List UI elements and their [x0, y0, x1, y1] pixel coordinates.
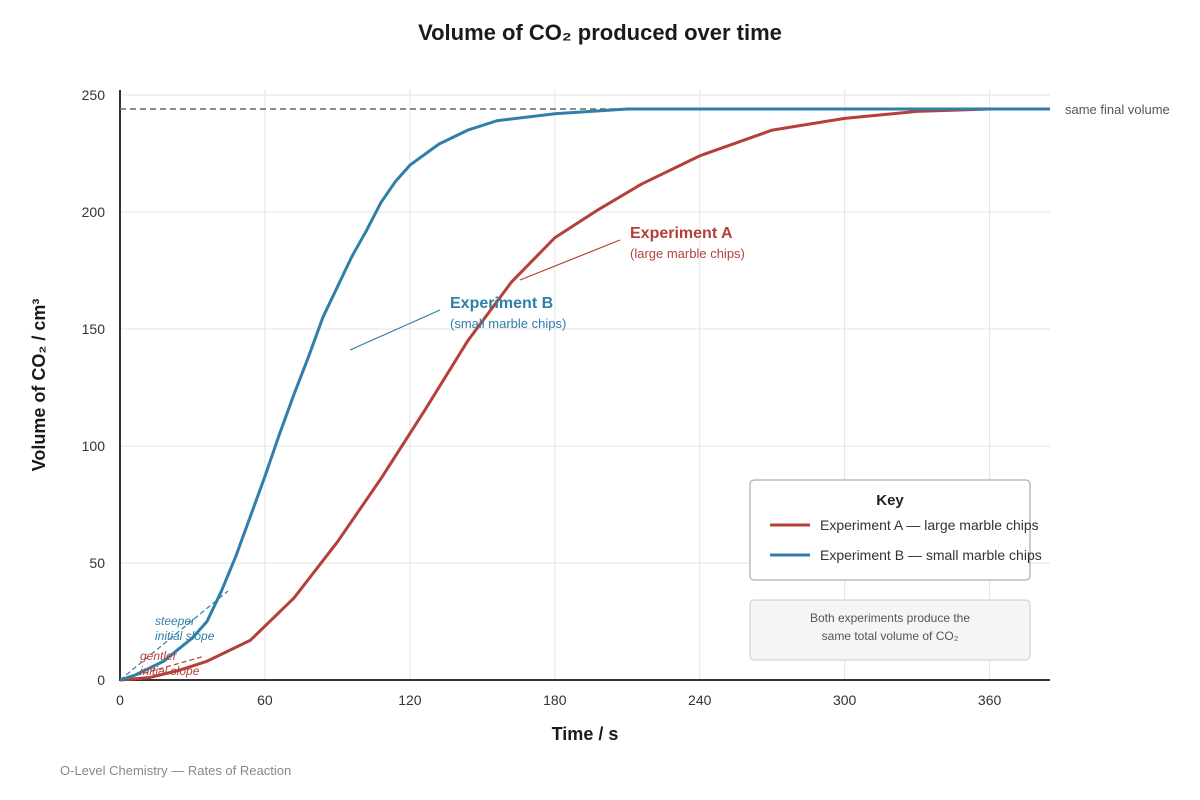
grid	[119, 90, 1050, 681]
experiment-b-label: Experiment B	[450, 295, 553, 312]
note-box: Both experiments produce the same total …	[749, 599, 1031, 661]
series-lines	[119, 107, 1050, 682]
x-tick-label: 300	[833, 692, 857, 708]
x-tick-label: 360	[978, 692, 1002, 708]
steeper-slope-tangent	[119, 590, 229, 681]
gentler-slope-tangent	[119, 655, 206, 681]
experiment-b-line	[119, 107, 1050, 682]
x-tick-labels: 0 60 120 180 240 300 360	[116, 692, 1001, 708]
y-tick-label: 100	[82, 438, 106, 454]
x-tick-label: 0	[116, 692, 124, 708]
note-box-background	[749, 599, 1031, 661]
note-line1: Both experiments produce the	[810, 611, 970, 625]
x-tick-label: 60	[257, 692, 273, 708]
gentler-annotation-line2: initial slope	[140, 664, 200, 678]
y-tick-label: 200	[82, 204, 106, 220]
y-tick-label: 50	[89, 555, 105, 571]
experiment-a-callout-line	[519, 239, 621, 281]
steeper-annotation-line2: initial slope	[155, 629, 215, 643]
y-tick-label: 250	[82, 87, 106, 103]
x-tick-label: 120	[398, 692, 422, 708]
legend: Key Experiment A — large marble chips Ex…	[749, 479, 1042, 581]
note-line2: same total volume of CO₂	[822, 629, 959, 643]
legend-box	[749, 479, 1031, 581]
experiment-a-line	[119, 107, 1050, 682]
experiment-b-callout-line	[349, 309, 441, 351]
x-axis-title: Time / s	[552, 724, 619, 744]
legend-entry-experiment-a: Experiment A — large marble chips	[820, 517, 1039, 533]
legend-title: Key	[876, 492, 904, 509]
gentler-annotation-line1: gentler	[140, 649, 178, 663]
y-tick-labels: 0 50 100 150 200 250	[82, 87, 106, 688]
experiment-a-label: Experiment A	[630, 225, 733, 242]
chart-title: Volume of CO₂ produced over time	[418, 20, 782, 45]
y-tick-label: 150	[82, 321, 106, 337]
x-tick-label: 240	[688, 692, 712, 708]
legend-entry-experiment-b: Experiment B — small marble chips	[820, 547, 1042, 563]
experiment-b-sublabel: (small marble chips)	[450, 316, 566, 331]
y-tick-label: 0	[97, 672, 105, 688]
footer-caption: O-Level Chemistry — Rates of Reaction	[60, 763, 291, 778]
x-tick-label: 180	[543, 692, 567, 708]
steeper-annotation-line1: steeper	[155, 614, 196, 628]
final-volume-label: same final volume	[1065, 102, 1170, 117]
y-axis-title: Volume of CO₂ / cm³	[29, 299, 49, 472]
experiment-a-sublabel: (large marble chips)	[630, 246, 745, 261]
axes	[119, 90, 1050, 681]
